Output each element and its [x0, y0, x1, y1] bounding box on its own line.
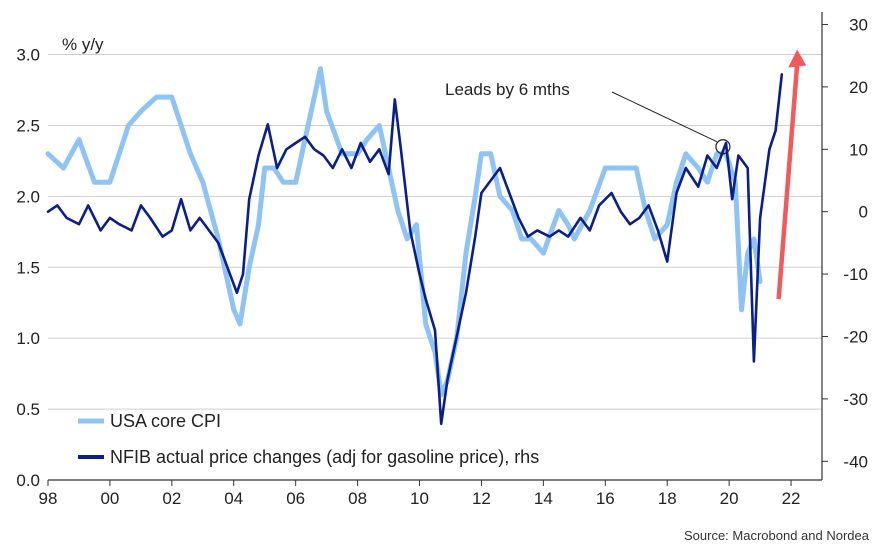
left-tick-label: 1.0 — [16, 329, 40, 348]
x-tick-label: 02 — [162, 489, 181, 508]
x-tick-label: 08 — [348, 489, 367, 508]
axes — [48, 12, 823, 481]
x-tick-label: 12 — [472, 489, 491, 508]
x-tick-label: 20 — [720, 489, 739, 508]
right-tick-label: -10 — [843, 265, 868, 284]
grid-lines — [48, 54, 822, 410]
legend: USA core CPI NFIB actual price changes (… — [78, 411, 539, 467]
series-line-core-cpi — [45, 66, 763, 398]
left-tick-label: 2.0 — [16, 187, 40, 206]
x-tick-label: 06 — [286, 489, 305, 508]
x-axis-ticks: 98 00 02 04 06 08 10 12 14 16 18 20 22 — [39, 480, 801, 508]
left-axis-ticks: 0.0 0.5 1.0 1.5 2.0 2.5 3.0 — [16, 46, 40, 490]
annotation-leader — [611, 91, 718, 143]
left-tick-label: 0.5 — [16, 400, 40, 419]
series-line-nfib — [46, 73, 784, 426]
right-tick-label: 0 — [859, 203, 868, 222]
x-tick-label: 18 — [658, 489, 677, 508]
x-tick-label: 10 — [410, 489, 429, 508]
legend-label-nfib: NFIB actual price changes (adj for gasol… — [110, 447, 539, 467]
x-tick-label: 00 — [100, 489, 119, 508]
right-axis-ticks: -40 -30 -20 -10 0 10 20 30 — [822, 15, 868, 471]
x-tick-label: 98 — [39, 489, 58, 508]
trend-arrow — [776, 49, 807, 300]
x-tick-label: 04 — [224, 489, 243, 508]
annotation-leads: Leads by 6 mths — [445, 80, 731, 155]
right-tick-label: 10 — [849, 140, 868, 159]
left-tick-label: 3.0 — [16, 46, 40, 65]
left-tick-label: 1.5 — [16, 258, 40, 277]
left-tick-label: 2.5 — [16, 116, 40, 135]
annotation-text: Leads by 6 mths — [445, 80, 570, 99]
right-tick-label: -20 — [843, 327, 868, 346]
x-tick-label: 14 — [534, 489, 553, 508]
right-tick-label: 20 — [849, 78, 868, 97]
annotation-circle — [715, 139, 731, 155]
left-axis-label: % y/y — [62, 35, 104, 54]
right-tick-label: 30 — [849, 15, 868, 34]
legend-label-core-cpi: USA core CPI — [110, 411, 221, 431]
right-tick-label: -40 — [843, 452, 868, 471]
arrow-shaft — [776, 63, 800, 300]
x-tick-label: 22 — [782, 489, 801, 508]
arrow-head — [788, 49, 807, 68]
source-note: Source: Macrobond and Nordea — [684, 528, 870, 543]
left-tick-label: 0.0 — [16, 471, 40, 490]
series-layer — [45, 66, 784, 426]
right-tick-label: -30 — [843, 390, 868, 409]
x-tick-label: 16 — [596, 489, 615, 508]
